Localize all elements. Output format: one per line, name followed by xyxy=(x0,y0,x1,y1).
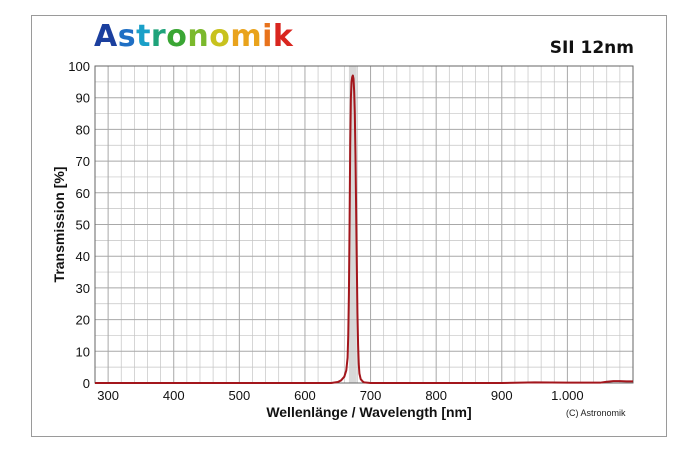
logo-letter: m xyxy=(230,19,263,54)
y-tick-label: 40 xyxy=(76,249,90,264)
x-axis-label: Wellenlänge / Wavelength [nm] xyxy=(266,404,471,420)
astronomik-logo: Astronomik xyxy=(94,22,293,52)
y-tick-label: 80 xyxy=(76,122,90,137)
y-tick-label: 50 xyxy=(76,218,90,233)
logo-letter: n xyxy=(187,19,210,54)
y-tick-label: 60 xyxy=(76,186,90,201)
copyright-note: (C) Astronomik xyxy=(566,408,626,418)
y-axis-label: Transmission [%] xyxy=(51,167,67,283)
logo-letter: s xyxy=(117,19,137,54)
x-tick-label: 500 xyxy=(228,388,250,403)
logo-wordmark: Astronomik xyxy=(94,22,293,52)
y-tick-label: 10 xyxy=(76,344,90,359)
y-tick-label: 20 xyxy=(76,313,90,328)
logo-letter: r xyxy=(150,19,167,54)
y-tick-label: 0 xyxy=(83,376,90,391)
logo-letter: A xyxy=(94,19,118,54)
x-tick-label: 600 xyxy=(294,388,316,403)
logo-letter: o xyxy=(166,19,188,54)
x-tick-label: 700 xyxy=(360,388,382,403)
x-tick-label: 1.000 xyxy=(551,388,584,403)
filter-name: SII 12nm xyxy=(549,38,634,58)
y-tick-label: 30 xyxy=(76,281,90,296)
logo-letter: k xyxy=(272,19,294,54)
y-tick-label: 100 xyxy=(68,59,90,74)
x-tick-label: 400 xyxy=(163,388,185,403)
logo-letter: t xyxy=(136,19,151,54)
logo-letter: o xyxy=(209,19,231,54)
x-tick-label: 300 xyxy=(97,388,119,403)
transmission-curve xyxy=(95,74,633,384)
y-tick-label: 90 xyxy=(76,91,90,106)
logo-letter: i xyxy=(262,19,273,54)
passband-highlight xyxy=(348,66,357,383)
y-tick-label: 70 xyxy=(76,154,90,169)
x-tick-label: 900 xyxy=(491,388,513,403)
x-tick-label: 800 xyxy=(425,388,447,403)
